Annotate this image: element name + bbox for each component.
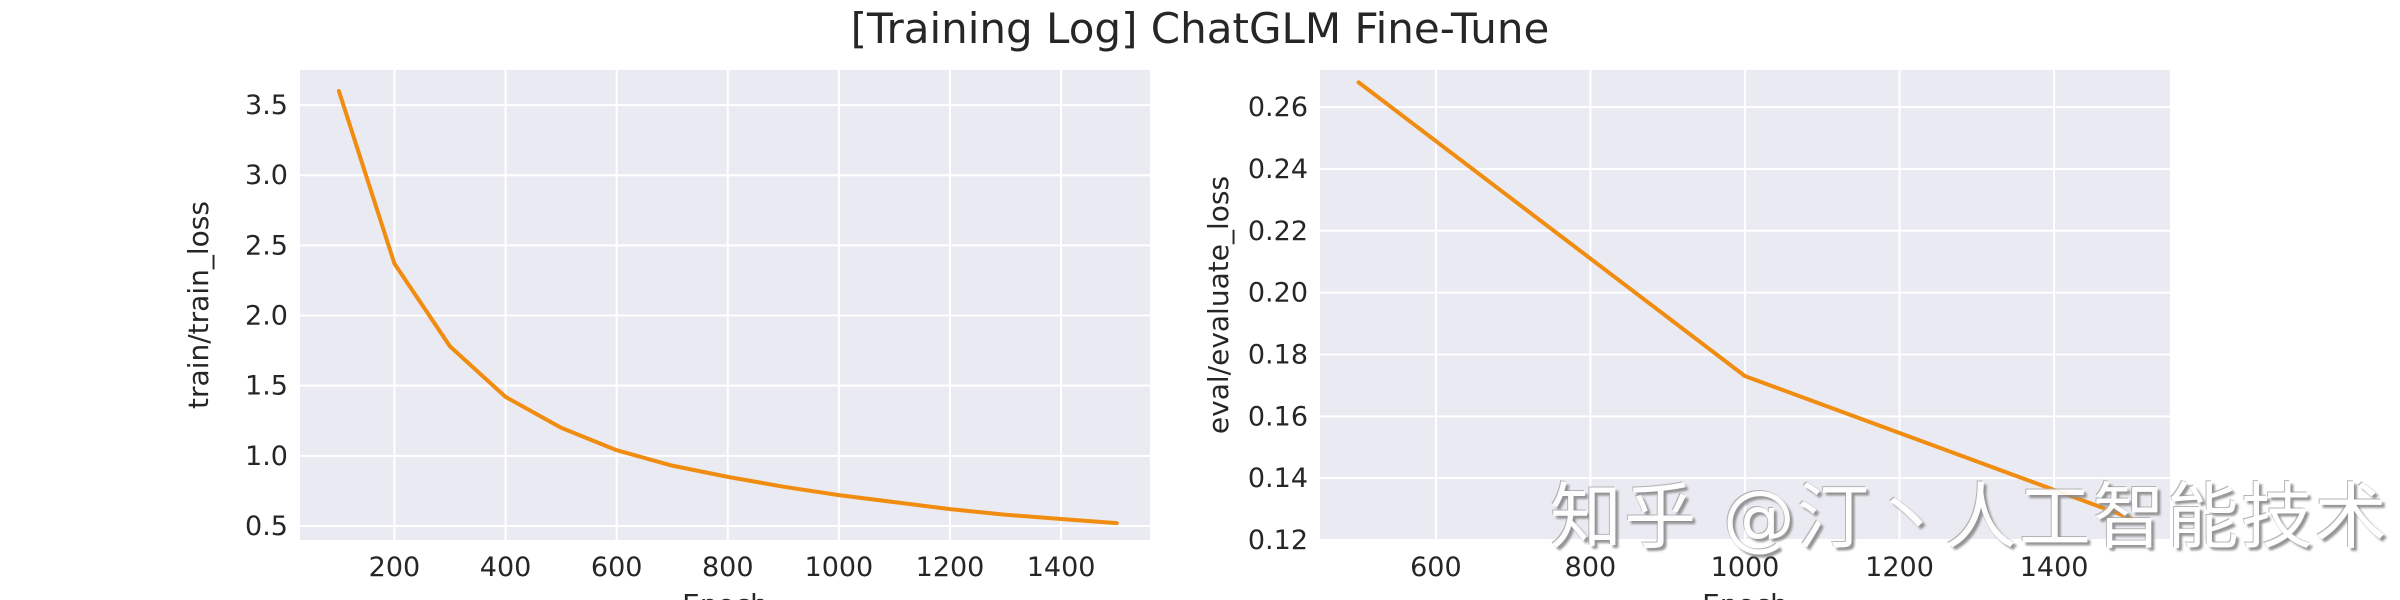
plot-background [300, 70, 1150, 540]
chart-title: [Training Log] ChatGLM Fine-Tune [850, 4, 1550, 53]
y-tick-label: 3.5 [245, 90, 288, 121]
data-point [615, 449, 618, 452]
data-point [2130, 517, 2133, 520]
data-point [782, 485, 785, 488]
y-tick-label: 2.5 [245, 230, 288, 261]
data-point [338, 90, 340, 92]
data-point [1357, 81, 1360, 84]
x-tick-label: 600 [591, 552, 643, 583]
x-tick-label: 1400 [2020, 552, 2089, 583]
x-tick-label: 1400 [1027, 552, 1096, 583]
y-tick-label: 0.5 [245, 511, 288, 542]
y-tick-label: 0.26 [1248, 92, 1308, 123]
data-point [1115, 522, 1118, 524]
data-point [504, 396, 507, 398]
data-point [1744, 375, 1746, 377]
y-tick-label: 0.20 [1248, 278, 1308, 309]
x-tick-label: 1000 [1711, 552, 1780, 583]
y-tick-label: 0.14 [1248, 463, 1308, 494]
eval-loss-plot: 600 800 1000 1200 1400 0.12 0.14 0.16 0.18 0.20 0.… [1202, 70, 2170, 600]
x-tick-label: 1200 [916, 552, 985, 583]
x-tick-label: 400 [480, 552, 532, 583]
x-tick-label: 1000 [805, 552, 874, 583]
data-point [949, 508, 951, 510]
y-tick-label: 0.18 [1248, 339, 1308, 370]
y-tick-label: 0.24 [1248, 154, 1308, 185]
data-point [893, 501, 896, 503]
data-point [838, 494, 840, 496]
y-tick-label: 0.22 [1248, 216, 1308, 247]
data-point [671, 464, 674, 467]
y-tick-label: 2.0 [245, 301, 288, 332]
watermark: 知乎 @汀丶人工智能技术 [1550, 475, 2389, 559]
y-tick-label: 1.0 [245, 441, 288, 472]
data-point [449, 345, 451, 348]
data-point [560, 426, 562, 429]
x-tick-label: 1200 [1865, 552, 1934, 583]
y-axis-label: eval/evaluate_loss [1202, 176, 1235, 434]
data-point [726, 476, 729, 478]
y-tick-label: 1.5 [245, 371, 288, 402]
x-axis-label: Epoch [682, 588, 768, 600]
x-axis-label: Epoch [1702, 588, 1788, 600]
data-point [1060, 518, 1062, 520]
data-point [393, 262, 396, 265]
data-point [1004, 513, 1007, 516]
y-tick-label: 3.0 [245, 160, 288, 191]
y-tick-label: 0.12 [1248, 525, 1308, 556]
train-loss-plot: 200 400 600 800 1000 1200 1400 0.5 1.0 1.5 2.0 2.5 3… [182, 70, 1150, 600]
x-tick-label: 600 [1410, 552, 1462, 583]
y-axis-label: train/train_loss [182, 201, 215, 409]
x-tick-label: 200 [369, 552, 421, 583]
x-tick-label: 800 [1565, 552, 1617, 583]
x-tick-label: 800 [702, 552, 754, 583]
y-tick-label: 0.16 [1248, 401, 1308, 432]
